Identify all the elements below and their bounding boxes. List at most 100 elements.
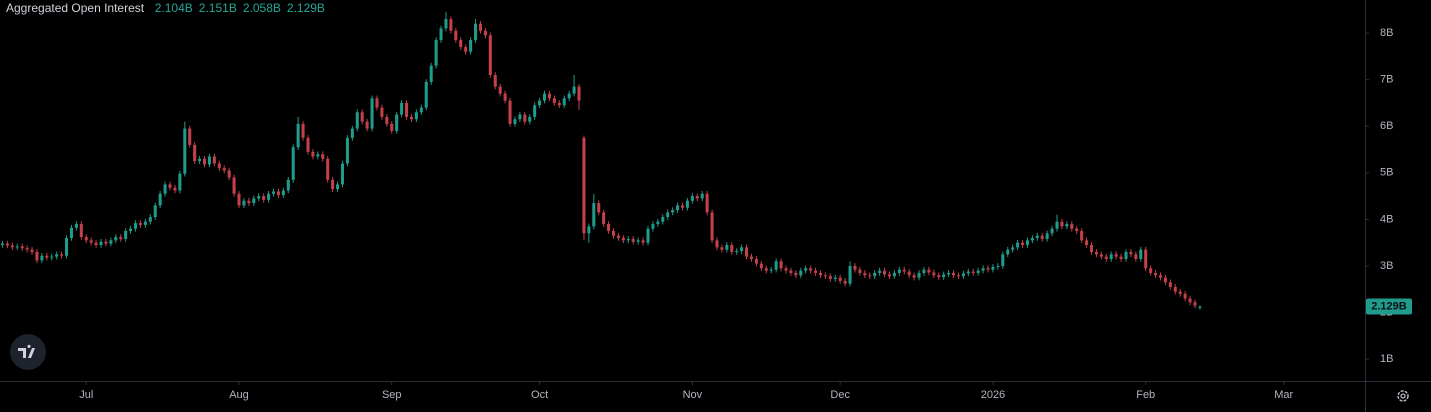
candle-body (1035, 235, 1039, 239)
candle-body (922, 269, 926, 273)
candle-body (60, 254, 64, 256)
candle-body (138, 223, 142, 225)
candle-body (375, 98, 379, 108)
candle-body (956, 275, 960, 277)
candle-body (1085, 240, 1089, 245)
logo-circle (10, 334, 46, 370)
candle-body (124, 231, 128, 239)
candle-body (735, 251, 739, 253)
candle-body (493, 74, 497, 87)
candle-body (109, 240, 113, 244)
candle-body (158, 193, 162, 206)
candle-body (725, 244, 729, 250)
candle-body (887, 274, 891, 277)
candle-body (947, 272, 951, 275)
candle-body (469, 40, 473, 52)
candle-body (799, 270, 803, 276)
tradingview-logo[interactable] (10, 334, 46, 370)
candle-body (84, 237, 88, 241)
candle-body (562, 98, 566, 106)
legend: Aggregated Open Interest 2.104B 2.151B 2… (6, 1, 325, 15)
candle-body (488, 35, 492, 75)
candle-body (419, 107, 423, 113)
candle-body (1045, 233, 1049, 239)
candle-body (966, 271, 970, 274)
candle-body (671, 210, 675, 213)
candle-body (385, 116, 389, 124)
candle-body (666, 212, 670, 218)
candle-body (754, 258, 758, 264)
candle-body (1050, 228, 1054, 234)
candle-body (981, 268, 985, 271)
candle-body (262, 196, 266, 200)
candle-body (237, 193, 241, 206)
candle-body (247, 200, 251, 204)
candle-body (89, 240, 93, 243)
candle-body (843, 280, 847, 284)
candle-body (695, 196, 699, 199)
candle-body (582, 137, 586, 234)
candle-body (222, 168, 226, 171)
candle-body (316, 154, 320, 157)
candle-body (50, 256, 54, 258)
candle-body (483, 30, 487, 36)
candle-body (700, 193, 704, 199)
candle-body (129, 228, 133, 232)
candle-body (676, 205, 680, 211)
candle-body (395, 114, 399, 131)
candle-body (464, 47, 468, 52)
candle-body (227, 170, 231, 178)
candle-body (745, 247, 749, 257)
candle-body (961, 273, 965, 277)
settings-button[interactable] (1397, 390, 1409, 402)
candle-body (1188, 298, 1192, 303)
logo-mark (18, 344, 35, 358)
candle-body (809, 268, 813, 271)
candle-body (912, 275, 916, 278)
candle-body (380, 107, 384, 117)
candle-body (557, 102, 561, 106)
candle-body (626, 238, 630, 241)
candle-body (784, 268, 788, 271)
candle-body (1129, 251, 1133, 255)
x-tick-label: Mar (1274, 389, 1293, 401)
candle-body (828, 276, 832, 279)
candle-body (607, 224, 611, 232)
candle-body (405, 102, 409, 117)
candle-body (1065, 224, 1069, 227)
candle-body (202, 158, 207, 165)
candle-body (779, 261, 783, 269)
candle-body (252, 198, 256, 204)
candle-body (833, 277, 837, 279)
candle-body (592, 203, 596, 227)
candle-body (1134, 254, 1138, 259)
candle-body (1114, 254, 1118, 257)
candle-body (286, 179, 290, 191)
candle-body (301, 123, 305, 138)
candle-body (1144, 249, 1148, 269)
candle-body (838, 277, 842, 281)
candle-body (193, 144, 197, 162)
candle-body (45, 255, 49, 258)
candle-body (104, 241, 108, 244)
candle-body (434, 40, 438, 66)
candle-body (217, 163, 221, 169)
candle-body (1163, 277, 1167, 283)
candle-body (907, 271, 911, 276)
candle-body (345, 137, 349, 164)
candle-body (168, 184, 172, 188)
candle-body (474, 23, 478, 41)
candle-body (1109, 254, 1113, 259)
candle-body (1104, 256, 1108, 259)
price-tag-label: 2.129B (1371, 300, 1407, 312)
candle-body (498, 86, 502, 94)
candle-body (1075, 228, 1079, 232)
x-tick-label: Dec (830, 389, 850, 401)
candle-body (542, 93, 547, 101)
candle-body (508, 100, 512, 124)
candle-body (878, 270, 882, 273)
candle-body (291, 147, 295, 180)
candle-body (360, 112, 364, 122)
candle-body (153, 205, 157, 218)
